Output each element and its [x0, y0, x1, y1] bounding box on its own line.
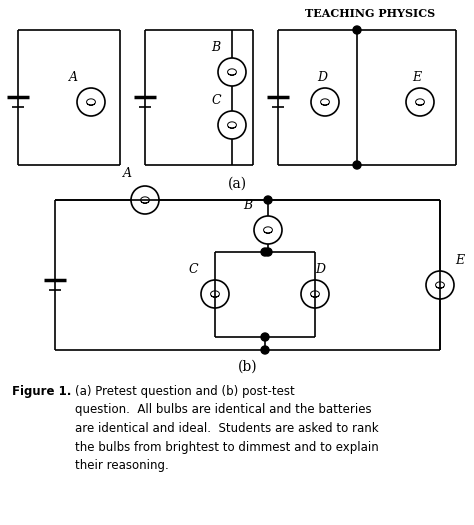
Circle shape [264, 248, 272, 256]
Text: TEACHING PHYSICS: TEACHING PHYSICS [305, 8, 435, 19]
Text: E: E [456, 254, 465, 267]
Text: C: C [188, 263, 198, 276]
Text: A: A [69, 71, 78, 84]
Text: B: B [244, 199, 253, 212]
Text: D: D [315, 263, 325, 276]
Text: (a): (a) [228, 177, 246, 191]
Circle shape [261, 333, 269, 341]
Text: A: A [122, 167, 131, 180]
Circle shape [264, 196, 272, 204]
Text: D: D [317, 71, 327, 84]
Text: Figure 1.: Figure 1. [12, 385, 72, 398]
Circle shape [261, 346, 269, 354]
Text: (a) Pretest question and (b) post-test
question.  All bulbs are identical and th: (a) Pretest question and (b) post-test q… [75, 385, 379, 472]
Text: B: B [211, 41, 220, 54]
Circle shape [353, 26, 361, 34]
Text: (b): (b) [238, 360, 258, 374]
Text: C: C [211, 94, 221, 107]
Circle shape [353, 161, 361, 169]
Text: E: E [412, 71, 421, 84]
Circle shape [261, 248, 269, 256]
